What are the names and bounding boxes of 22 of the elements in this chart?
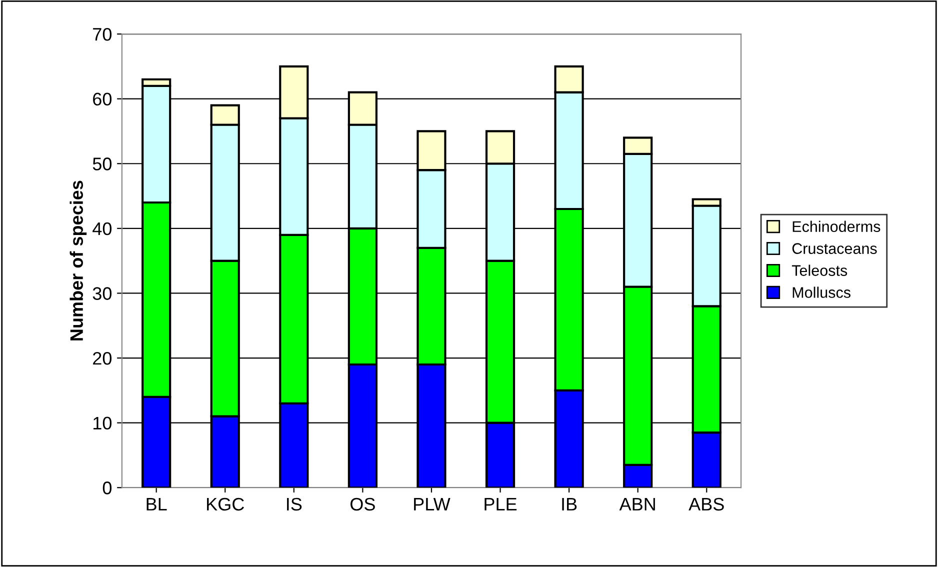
x-tick-label: IS xyxy=(287,498,302,511)
x-tick-label: IB xyxy=(562,498,577,510)
y-tick-label: 0 xyxy=(102,482,112,494)
y-tick-label: 70 xyxy=(93,28,112,41)
x-tick-label: PLW xyxy=(414,498,450,510)
y-tick-label: 40 xyxy=(92,222,112,236)
x-tick-label: KGC xyxy=(207,498,244,511)
y-tick-label: 50 xyxy=(92,158,112,170)
y-axis-title: Number of species xyxy=(70,180,87,340)
y-tick-label: 30 xyxy=(92,287,112,300)
y-tick-label: 10 xyxy=(94,416,112,430)
x-tick-label: PLE xyxy=(484,498,517,510)
x-tick-label: BL xyxy=(146,498,167,510)
x-tick-label: ABS xyxy=(688,498,724,511)
y-tick-label: 20 xyxy=(93,352,112,365)
legend-label: Molluscs xyxy=(792,286,850,298)
y-tick-label: 60 xyxy=(93,92,112,106)
x-tick-label: OS xyxy=(350,498,375,511)
legend-label: Crustaceans xyxy=(792,243,877,254)
x-tick-label: ABN xyxy=(619,498,655,510)
legend-label: Echinoderms xyxy=(792,220,880,232)
legend-label: Teleosts xyxy=(792,264,848,276)
